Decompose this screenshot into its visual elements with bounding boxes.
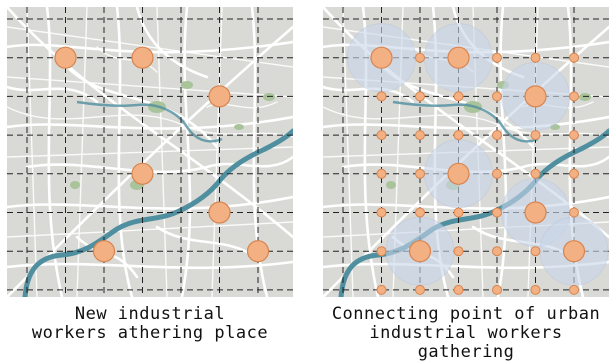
park-area [70, 181, 80, 189]
connection-point-marker [415, 168, 425, 179]
connection-point-marker [530, 284, 541, 295]
connection-point-marker [453, 207, 464, 218]
major-road [7, 195, 293, 210]
minor-road [26, 7, 38, 297]
map-left [7, 7, 293, 297]
connection-point-marker [453, 130, 464, 141]
connection-point-marker [376, 168, 387, 179]
major-road [323, 115, 609, 130]
minor-road [7, 76, 293, 98]
connection-point-marker [453, 246, 464, 257]
gathering-point-marker [524, 201, 547, 224]
connection-point-marker [530, 52, 541, 63]
park-area [234, 124, 244, 130]
connection-point-marker [492, 284, 502, 295]
major-road [496, 7, 508, 297]
major-road [155, 225, 249, 254]
connection-point-marker [415, 91, 425, 102]
minor-road [211, 7, 223, 297]
major-road [7, 85, 99, 104]
connection-point-marker [415, 52, 425, 63]
park-area [181, 81, 193, 89]
canal [392, 100, 539, 143]
minor-road [156, 7, 168, 297]
river [22, 128, 293, 297]
connection-point-marker [492, 91, 502, 102]
gathering-point-marker [131, 162, 154, 185]
connection-point-marker [376, 246, 387, 257]
gathering-point-marker [562, 240, 586, 263]
major-road [180, 7, 192, 297]
gathering-point-marker [92, 240, 116, 263]
major-road [341, 155, 609, 174]
gathering-point-marker [524, 85, 547, 108]
caption-right-line2: industrial workers gathering [369, 323, 563, 362]
major-road [7, 40, 293, 54]
connection-point-marker [492, 207, 502, 218]
major-road [115, 7, 134, 297]
minor-road [7, 221, 293, 238]
minor-road [96, 46, 158, 73]
gathering-point-marker [408, 240, 432, 263]
connection-point-marker [376, 130, 387, 141]
gathering-point-marker [447, 162, 470, 185]
map-panel-right [323, 7, 609, 297]
connection-point-marker [492, 246, 502, 257]
caption-right: Connecting point of urban industrial wor… [316, 305, 614, 362]
connection-point-marker [530, 246, 541, 257]
connection-point-marker [415, 130, 425, 141]
gathering-point-marker [447, 46, 470, 69]
major-road [7, 7, 293, 239]
connection-point-marker [453, 284, 464, 295]
map-panel-left [7, 7, 293, 297]
gathering-point-marker [370, 46, 393, 69]
park-area [386, 181, 396, 189]
connection-point-marker [530, 130, 541, 141]
connection-point-marker [453, 91, 464, 102]
connection-point-marker [415, 284, 425, 295]
gathering-point-marker [208, 201, 231, 224]
park-area [263, 93, 275, 101]
minor-road [76, 7, 88, 297]
major-road [7, 115, 293, 130]
map-right [323, 7, 609, 297]
connection-point-marker [492, 52, 502, 63]
gathering-point-marker [54, 46, 77, 69]
connection-point-marker [569, 91, 579, 102]
caption-left: New industrial workers athering place [0, 305, 300, 343]
connection-point-marker [415, 207, 425, 218]
major-road [65, 65, 219, 149]
caption-left-line1: New industrial [74, 304, 226, 324]
gathering-point-marker [246, 240, 270, 263]
caption-left-line2: workers athering place [31, 323, 269, 343]
connection-point-marker [376, 91, 387, 102]
caption-right-line1: Connecting point of urban [331, 304, 601, 324]
connection-point-marker [530, 168, 541, 179]
connection-point-marker [569, 207, 579, 218]
connection-point-marker [569, 130, 579, 141]
minor-road [342, 7, 354, 297]
major-road [25, 155, 293, 174]
minor-road [7, 26, 293, 68]
gathering-point-marker [208, 85, 231, 108]
connection-point-marker [492, 130, 502, 141]
grid [7, 7, 293, 297]
major-road [7, 260, 293, 270]
gathering-point-marker [131, 46, 154, 69]
connection-point-marker [492, 168, 502, 179]
connection-point-marker [376, 207, 387, 218]
connection-point-marker [376, 284, 387, 295]
connection-point-marker [569, 52, 579, 63]
connection-point-marker [569, 284, 579, 295]
canal [76, 100, 223, 143]
park-area [579, 93, 591, 101]
connection-point-marker [569, 168, 579, 179]
minor-road [7, 146, 293, 158]
